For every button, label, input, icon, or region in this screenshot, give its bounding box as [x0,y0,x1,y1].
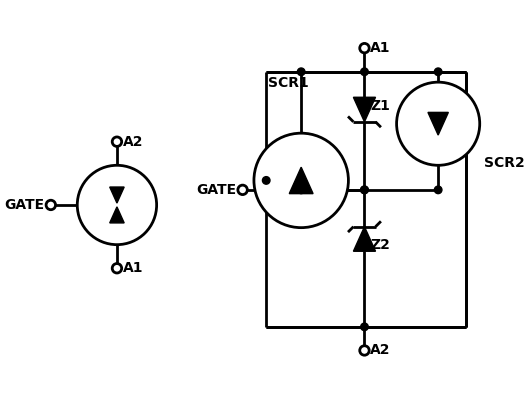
Circle shape [360,43,369,53]
Polygon shape [428,112,448,135]
Text: SCR1: SCR1 [268,76,309,90]
Polygon shape [289,167,313,193]
Text: Z2: Z2 [370,238,390,252]
Circle shape [46,200,55,210]
Circle shape [254,133,348,228]
Circle shape [361,186,368,193]
Circle shape [361,323,368,330]
Text: GATE: GATE [196,183,236,197]
Circle shape [262,177,270,184]
Text: A2: A2 [122,135,143,149]
Text: GATE: GATE [4,198,44,212]
Circle shape [361,186,368,193]
Circle shape [112,137,122,146]
Circle shape [396,82,480,165]
Text: SCR2: SCR2 [484,156,524,170]
Circle shape [434,186,442,193]
Circle shape [77,165,156,245]
Circle shape [361,68,368,76]
Polygon shape [353,97,376,122]
Polygon shape [110,187,124,203]
Circle shape [297,186,305,193]
Polygon shape [110,207,124,223]
Text: A1: A1 [122,261,143,275]
Polygon shape [353,227,376,251]
Text: Z1: Z1 [370,99,390,113]
Circle shape [238,185,247,195]
Text: A2: A2 [370,344,390,357]
Text: A1: A1 [370,41,390,55]
Circle shape [112,263,122,273]
Circle shape [360,346,369,355]
Circle shape [297,68,305,76]
Circle shape [434,68,442,76]
